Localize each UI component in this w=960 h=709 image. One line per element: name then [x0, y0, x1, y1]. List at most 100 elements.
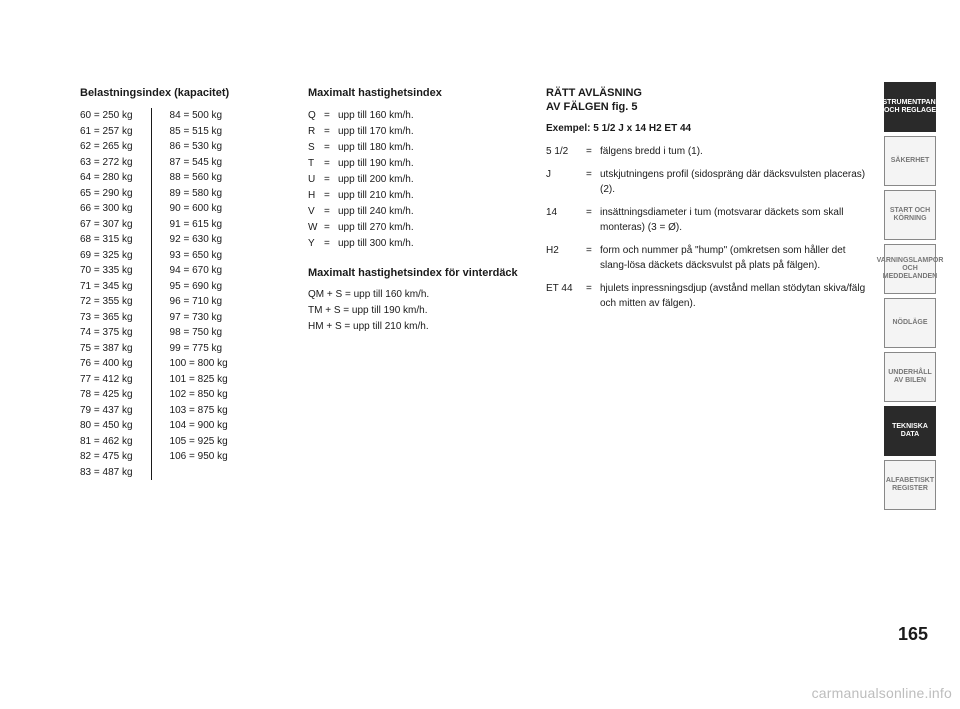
load-index-entry: 73 = 365 kg: [80, 310, 133, 326]
equals-sign: =: [324, 220, 338, 236]
load-index-entry: 100 = 800 kg: [170, 356, 228, 372]
speed-index-row: T=upp till 190 km/h.: [308, 156, 518, 172]
load-index-entry: 98 = 750 kg: [170, 325, 228, 341]
load-index-entry: 84 = 500 kg: [170, 108, 228, 124]
load-index-entry: 68 = 315 kg: [80, 232, 133, 248]
watermark: carmanualsonline.info: [812, 685, 952, 701]
rim-definitions: 5 1/2=fälgens bredd i tum (1).J=utskjutn…: [546, 144, 870, 311]
rim-def-row: 5 1/2=fälgens bredd i tum (1).: [546, 144, 870, 159]
load-index-entry: 89 = 580 kg: [170, 186, 228, 202]
load-index-section: Belastningsindex (kapacitet) 60 = 250 kg…: [80, 86, 280, 480]
speed-code: U: [308, 172, 324, 188]
load-index-entry: 81 = 462 kg: [80, 434, 133, 450]
load-index-entry: 82 = 475 kg: [80, 449, 133, 465]
side-tab[interactable]: NÖDLÄGE: [884, 298, 936, 348]
load-index-entry: 63 = 272 kg: [80, 155, 133, 171]
load-index-entry: 72 = 355 kg: [80, 294, 133, 310]
equals-sign: =: [324, 236, 338, 252]
side-tabs: INSTRUMENTPANEL OCH REGLAGESÄKERHETSTART…: [884, 82, 936, 510]
load-index-entry: 88 = 560 kg: [170, 170, 228, 186]
speed-text: upp till 240 km/h.: [338, 204, 414, 220]
rim-def-row: H2=form och nummer på "hump" (omkretsen …: [546, 243, 870, 273]
side-tab[interactable]: UNDERHÅLL AV BILEN: [884, 352, 936, 402]
load-index-entry: 103 = 875 kg: [170, 403, 228, 419]
load-index-entry: 106 = 950 kg: [170, 449, 228, 465]
speed-index-row: Y=upp till 300 km/h.: [308, 236, 518, 252]
load-index-entry: 99 = 775 kg: [170, 341, 228, 357]
equals-sign: =: [586, 205, 600, 235]
rim-heading-line1: RÄTT AVLÄSNING: [546, 87, 642, 99]
equals-sign: =: [324, 156, 338, 172]
speed-index-row: W=upp till 270 km/h.: [308, 220, 518, 236]
speed-text: upp till 180 km/h.: [338, 140, 414, 156]
speed-text: upp till 200 km/h.: [338, 172, 414, 188]
rim-example: Exempel: 5 1/2 J x 14 H2 ET 44: [546, 123, 870, 134]
rim-def-text: fälgens bredd i tum (1).: [600, 144, 870, 159]
speed-index-row: V=upp till 240 km/h.: [308, 204, 518, 220]
load-index-entry: 94 = 670 kg: [170, 263, 228, 279]
load-index-entry: 92 = 630 kg: [170, 232, 228, 248]
load-index-entry: 91 = 615 kg: [170, 217, 228, 233]
load-index-entry: 105 = 925 kg: [170, 434, 228, 450]
page-content: Belastningsindex (kapacitet) 60 = 250 kg…: [80, 86, 870, 480]
rim-def-row: 14=insättningsdiameter i tum (motsvarar …: [546, 205, 870, 235]
load-index-col-right: 84 = 500 kg85 = 515 kg86 = 530 kg87 = 54…: [170, 108, 228, 480]
rim-def-key: H2: [546, 243, 586, 273]
side-tab[interactable]: INSTRUMENTPANEL OCH REGLAGE: [884, 82, 936, 132]
load-index-entry: 79 = 437 kg: [80, 403, 133, 419]
rim-def-key: ET 44: [546, 281, 586, 311]
load-index-entry: 83 = 487 kg: [80, 465, 133, 481]
speed-code: Y: [308, 236, 324, 252]
load-index-entry: 78 = 425 kg: [80, 387, 133, 403]
load-index-heading: Belastningsindex (kapacitet): [80, 86, 280, 100]
load-index-entry: 69 = 325 kg: [80, 248, 133, 264]
load-index-entry: 67 = 307 kg: [80, 217, 133, 233]
load-index-entry: 102 = 850 kg: [170, 387, 228, 403]
load-index-entry: 76 = 400 kg: [80, 356, 133, 372]
speed-text: upp till 190 km/h.: [338, 156, 414, 172]
equals-sign: =: [586, 243, 600, 273]
load-index-entry: 96 = 710 kg: [170, 294, 228, 310]
rim-def-row: J=utskjutningens profil (sidospräng där …: [546, 167, 870, 197]
rim-reading-heading: RÄTT AVLÄSNING AV FÄLGEN fig. 5: [546, 86, 870, 115]
side-tab[interactable]: VARNINGSLAMPOR OCH MEDDELANDEN: [884, 244, 936, 294]
winter-speed-row: QM + S = upp till 160 km/h.: [308, 287, 518, 303]
load-index-entry: 85 = 515 kg: [170, 124, 228, 140]
load-index-col-left: 60 = 250 kg61 = 257 kg62 = 265 kg63 = 27…: [80, 108, 133, 480]
speed-text: upp till 170 km/h.: [338, 124, 414, 140]
load-index-entry: 104 = 900 kg: [170, 418, 228, 434]
load-index-entry: 62 = 265 kg: [80, 139, 133, 155]
speed-code: R: [308, 124, 324, 140]
equals-sign: =: [324, 188, 338, 204]
load-index-entry: 60 = 250 kg: [80, 108, 133, 124]
rim-def-text: form och nummer på "hump" (omkretsen som…: [600, 243, 870, 273]
speed-text: upp till 160 km/h.: [338, 108, 414, 124]
side-tab[interactable]: TEKNISKA DATA: [884, 406, 936, 456]
rim-def-key: 5 1/2: [546, 144, 586, 159]
load-index-entry: 66 = 300 kg: [80, 201, 133, 217]
load-index-entry: 101 = 825 kg: [170, 372, 228, 388]
speed-index-row: U=upp till 200 km/h.: [308, 172, 518, 188]
load-index-entry: 97 = 730 kg: [170, 310, 228, 326]
speed-code: T: [308, 156, 324, 172]
load-index-divider: [151, 108, 152, 480]
load-index-entry: 65 = 290 kg: [80, 186, 133, 202]
rim-def-row: ET 44=hjulets inpressningsdjup (avstånd …: [546, 281, 870, 311]
speed-code: V: [308, 204, 324, 220]
side-tab[interactable]: ALFABETISKT REGISTER: [884, 460, 936, 510]
speed-index-list: Q=upp till 160 km/h.R=upp till 170 km/h.…: [308, 108, 518, 252]
speed-index-row: Q=upp till 160 km/h.: [308, 108, 518, 124]
equals-sign: =: [586, 144, 600, 159]
speed-index-section: Maximalt hastighetsindex Q=upp till 160 …: [308, 86, 518, 480]
side-tab[interactable]: START OCH KÖRNING: [884, 190, 936, 240]
equals-sign: =: [324, 140, 338, 156]
side-tab[interactable]: SÄKERHET: [884, 136, 936, 186]
load-index-entry: 71 = 345 kg: [80, 279, 133, 295]
rim-reading-section: RÄTT AVLÄSNING AV FÄLGEN fig. 5 Exempel:…: [546, 86, 870, 480]
rim-def-key: J: [546, 167, 586, 197]
rim-def-text: hjulets inpressningsdjup (avstånd mellan…: [600, 281, 870, 311]
load-index-entry: 86 = 530 kg: [170, 139, 228, 155]
rim-def-text: insättningsdiameter i tum (motsvarar däc…: [600, 205, 870, 235]
speed-code: H: [308, 188, 324, 204]
load-index-entry: 75 = 387 kg: [80, 341, 133, 357]
